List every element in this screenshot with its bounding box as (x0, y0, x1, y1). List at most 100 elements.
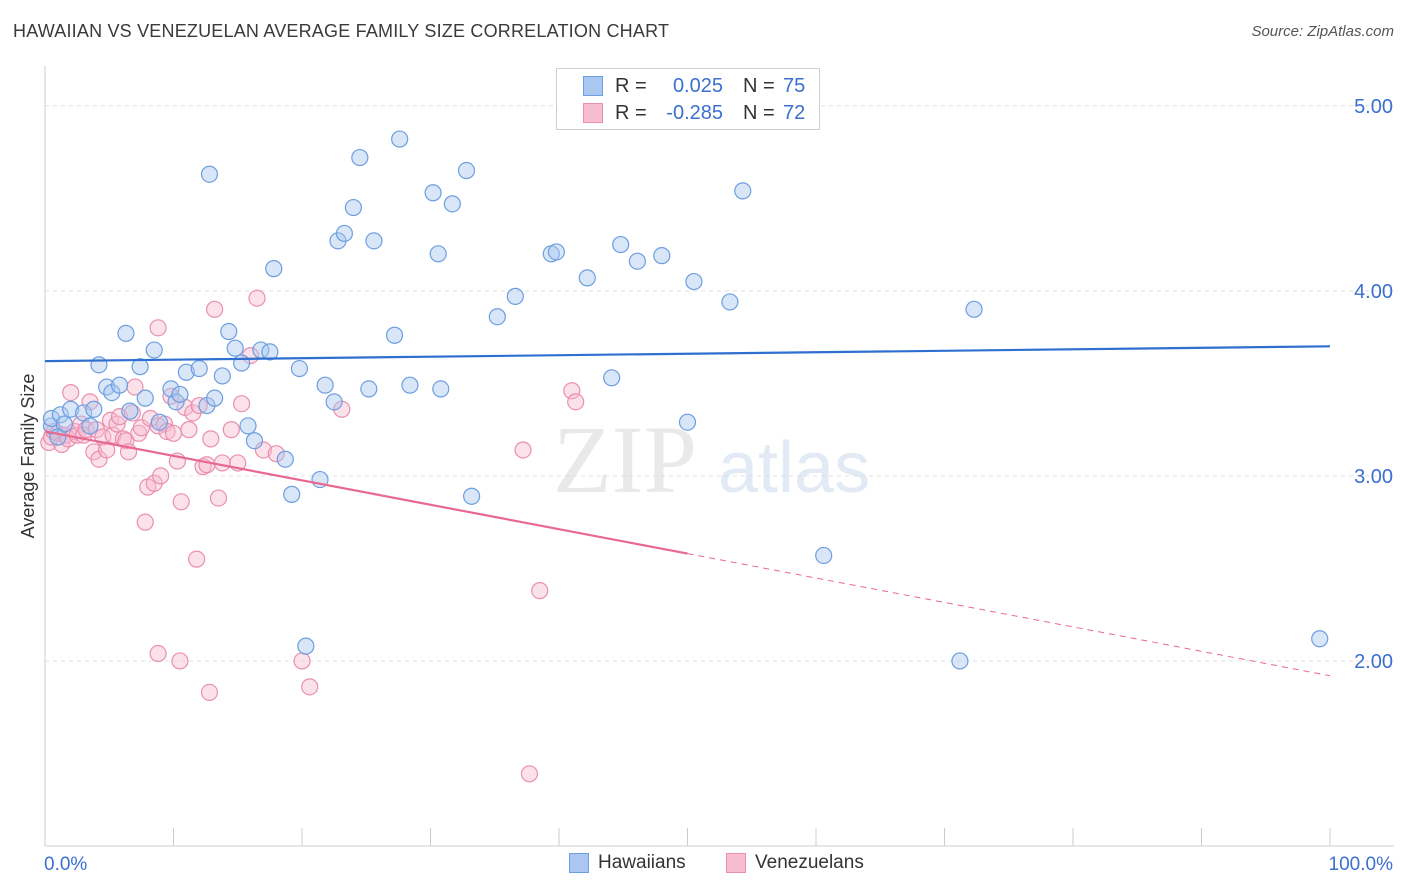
trend-lines (44, 345, 1331, 677)
legend-item-venezuelans[interactable]: Venezuelans (726, 852, 864, 874)
hawaiian-point (432, 380, 450, 398)
legend-row-hawaiians: R = 0.025 N = 75 (583, 73, 805, 99)
y-tick-label: 5.00 (1354, 96, 1393, 118)
hawaiian-point (145, 341, 163, 359)
venezuelan-point (567, 393, 585, 411)
hawaiian-point (578, 269, 596, 287)
legend-label: Venezuelans (755, 852, 864, 873)
hawaiians-swatch (583, 76, 603, 96)
venezuelan-point (164, 424, 183, 442)
watermark: ZIP atlas (553, 406, 870, 513)
hawaiian-point (290, 359, 309, 378)
venezuelan-point (123, 404, 141, 422)
hawaiian-point (628, 252, 646, 270)
watermark-zip: ZIP (553, 406, 697, 513)
venezuelans-trend-line (44, 430, 688, 555)
hawaiian-point (721, 293, 739, 311)
venezuelan-point (531, 582, 549, 600)
n-value: 72 (783, 101, 806, 124)
hawaiian-point (51, 406, 70, 424)
hawaiian-point (385, 326, 404, 344)
hawaiian-point (685, 272, 703, 291)
venezuelan-point (98, 441, 116, 459)
hawaiian-point (506, 287, 524, 305)
venezuelan-point (209, 489, 228, 507)
venezuelan-point (62, 384, 80, 402)
hawaiian-point (81, 417, 99, 435)
hawaiian-point (547, 243, 566, 261)
hawaiian-point (200, 165, 219, 183)
hawaiian-point (951, 652, 969, 670)
venezuelan-point (171, 652, 189, 670)
hawaiian-point (226, 339, 244, 357)
venezuelan-point (520, 765, 539, 783)
axes (44, 66, 1394, 847)
venezuelan-point (301, 678, 319, 696)
legend-label: Hawaiians (598, 852, 686, 873)
hawaiian-point (62, 400, 80, 418)
hawaiian-point (265, 260, 283, 278)
venezuelan-point (267, 445, 285, 463)
hawaiian-point (443, 195, 461, 213)
hawaiian-point (344, 198, 362, 217)
venezuelan-point (117, 432, 135, 450)
hawaiian-point (457, 161, 476, 180)
legend-item-hawaiians[interactable]: Hawaiians (569, 852, 686, 874)
hawaiian-point (734, 182, 752, 200)
venezuelan-point (180, 421, 198, 439)
r-value: 0.025 (672, 74, 723, 97)
hawaiian-point (136, 389, 154, 407)
y-tick-label: 4.00 (1354, 281, 1393, 303)
hawaiian-point (42, 409, 61, 428)
venezuelan-point (132, 419, 150, 437)
venezuelan-point (206, 300, 224, 318)
hawaiian-point (316, 376, 334, 394)
x-tick-label: 0.0% (44, 854, 87, 875)
hawaiian-point (603, 369, 621, 387)
hawaiian-point (220, 322, 238, 341)
venezuelan-point (136, 513, 154, 531)
hawaiian-point (335, 224, 354, 243)
r-label: R = (615, 101, 647, 124)
hawaiian-point (365, 232, 383, 250)
venezuelans-trend-extension (687, 553, 1331, 677)
hawaiian-point (401, 376, 419, 394)
venezuelan-point (198, 456, 216, 474)
hawaiian-point (90, 356, 108, 374)
x-tick-label: 100.0% (1329, 854, 1394, 875)
source-credit: Source: ZipAtlas.com (1251, 23, 1394, 40)
hawaiian-point (131, 358, 149, 376)
hawaiian-point (190, 359, 208, 378)
venezuelans-points (40, 289, 585, 783)
venezuelan-point (233, 395, 251, 413)
hawaiian-point (424, 184, 442, 202)
hawaiian-point (360, 380, 378, 398)
hawaiians-trend-line (44, 345, 1331, 363)
hawaiian-point (233, 354, 251, 372)
correlation-legend: R = 0.025 N = 75 R = -0.285 N = 72 (556, 68, 820, 130)
y-tick-label: 3.00 (1354, 466, 1393, 488)
hawaiian-point (177, 363, 195, 381)
axis-labels: 2.00 3.00 4.00 5.00 0.0% 100.0% Average Family… (18, 96, 1393, 875)
hawaiian-point (815, 546, 833, 565)
y-tick-label: 2.00 (1354, 651, 1393, 673)
hawaiian-point (150, 413, 168, 431)
hawaiian-point (110, 376, 129, 394)
hawaiian-point (206, 389, 224, 407)
hawaiian-point (121, 402, 139, 420)
y-axis-label: Average Family Size (18, 374, 38, 539)
venezuelan-point (293, 652, 311, 670)
hawaiian-point (297, 637, 315, 655)
venezuelan-point (254, 441, 273, 459)
hawaiian-point (261, 343, 279, 361)
hawaiian-point (965, 300, 983, 318)
hawaiian-point (49, 428, 67, 446)
n-label: N = (743, 101, 775, 124)
hawaiian-point (488, 308, 506, 326)
venezuelans-swatch (583, 103, 603, 123)
hawaiian-point (1311, 630, 1329, 648)
venezuelan-point (213, 454, 231, 472)
venezuelan-point (104, 426, 122, 444)
venezuelan-point (149, 319, 167, 337)
